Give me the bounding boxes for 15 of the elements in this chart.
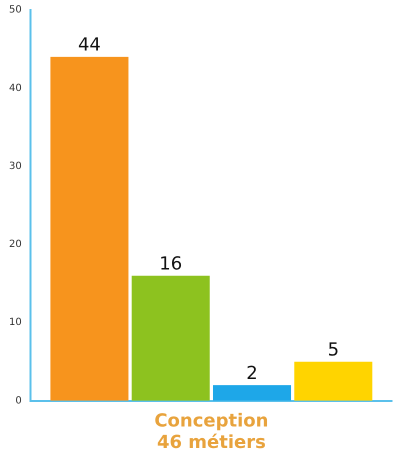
- bar: [212, 385, 292, 401]
- y-tick-label: 0: [15, 395, 22, 406]
- bar: [50, 56, 128, 401]
- y-tick-label: 20: [8, 239, 22, 250]
- x-tick-label: Conception 46 métiers: [154, 410, 268, 453]
- bar: [294, 362, 372, 401]
- data-label: 16: [159, 253, 182, 274]
- data-label: 44: [78, 34, 101, 56]
- data-label: 2: [246, 362, 258, 384]
- data-label: 5: [328, 339, 340, 360]
- bar: [132, 276, 210, 401]
- y-tick-label: 50: [8, 4, 22, 16]
- y-tick-label: 40: [8, 82, 22, 94]
- y-tick-label: 10: [8, 317, 22, 328]
- y-tick-label: 30: [8, 160, 22, 172]
